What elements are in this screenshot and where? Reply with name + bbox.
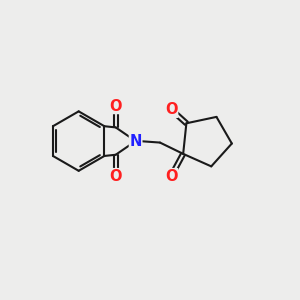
Text: O: O xyxy=(165,169,178,184)
Text: O: O xyxy=(165,102,178,117)
Text: N: N xyxy=(129,134,142,148)
Text: O: O xyxy=(110,98,122,113)
Text: O: O xyxy=(110,169,122,184)
